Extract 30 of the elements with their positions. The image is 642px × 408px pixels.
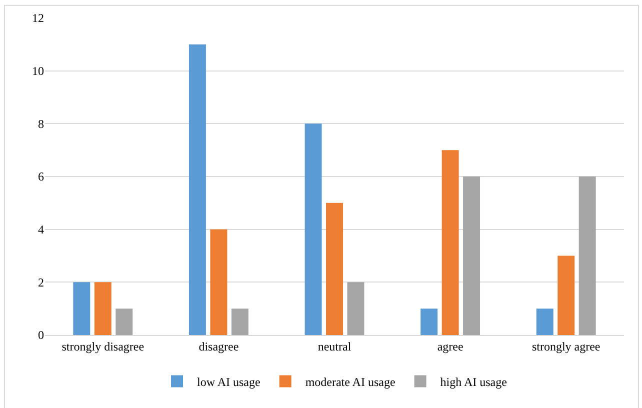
- y-tick-label: 10: [32, 64, 44, 78]
- bar: [73, 282, 90, 335]
- bar: [536, 308, 554, 335]
- y-tick-label: 12: [32, 11, 44, 26]
- y-tick-label: 4: [38, 222, 44, 237]
- bar: [116, 308, 133, 335]
- bar: [347, 282, 364, 335]
- bar: [210, 229, 228, 335]
- bar: [304, 124, 322, 335]
- x-tick-label: disagree: [198, 339, 239, 354]
- bar: [94, 282, 112, 335]
- bar: [326, 202, 343, 335]
- bar: [442, 150, 459, 335]
- bar: [558, 256, 575, 335]
- bar: [231, 308, 248, 335]
- x-tick-label: strongly agree: [532, 339, 600, 354]
- y-tick-label: 0: [38, 328, 44, 342]
- legend-label: moderate AI usage: [305, 374, 396, 389]
- x-tick-label: agree: [437, 339, 464, 354]
- y-tick-label: 2: [38, 275, 44, 290]
- y-tick-label: 8: [38, 116, 44, 131]
- bar: [188, 44, 206, 335]
- x-tick-label: neutral: [318, 339, 352, 354]
- bar: [420, 308, 438, 335]
- legend-label: high AI usage: [440, 374, 507, 389]
- y-tick-label: 6: [38, 170, 44, 184]
- x-tick-label: strongly disagree: [62, 339, 144, 354]
- bar: [463, 176, 480, 335]
- bar: [578, 176, 596, 335]
- legend-label: low AI usage: [197, 374, 260, 389]
